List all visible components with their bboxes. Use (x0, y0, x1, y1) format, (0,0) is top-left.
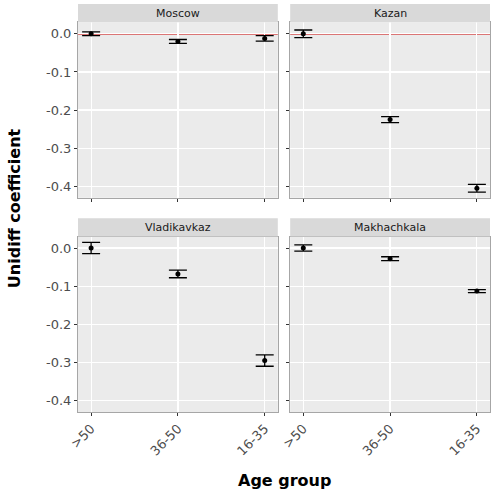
svg-text:-0.2: -0.2 (46, 317, 71, 332)
svg-text:Vladikavkaz: Vladikavkaz (145, 221, 211, 234)
svg-text:Makhachkala: Makhachkala (354, 221, 426, 234)
svg-text:-0.3: -0.3 (46, 141, 71, 156)
svg-text:Unidiff coefficient: Unidiff coefficient (5, 128, 24, 288)
svg-text:>50: >50 (280, 421, 310, 451)
svg-text:-0.4: -0.4 (46, 179, 71, 194)
svg-text:36-50: 36-50 (147, 421, 184, 458)
svg-text:Kazan: Kazan (374, 7, 407, 20)
svg-text:16-35: 16-35 (446, 421, 483, 458)
svg-text:Age group: Age group (238, 471, 331, 490)
svg-text:0.0: 0.0 (51, 26, 72, 41)
svg-text:0.0: 0.0 (51, 241, 72, 256)
svg-text:-0.1: -0.1 (46, 64, 71, 79)
svg-text:36-50: 36-50 (359, 421, 396, 458)
svg-text:Moscow: Moscow (156, 7, 200, 20)
svg-text:16-35: 16-35 (234, 421, 271, 458)
svg-text:>50: >50 (68, 421, 98, 451)
svg-text:-0.3: -0.3 (46, 355, 71, 370)
svg-text:-0.2: -0.2 (46, 103, 71, 118)
svg-text:-0.1: -0.1 (46, 279, 71, 294)
svg-text:-0.4: -0.4 (46, 393, 71, 408)
